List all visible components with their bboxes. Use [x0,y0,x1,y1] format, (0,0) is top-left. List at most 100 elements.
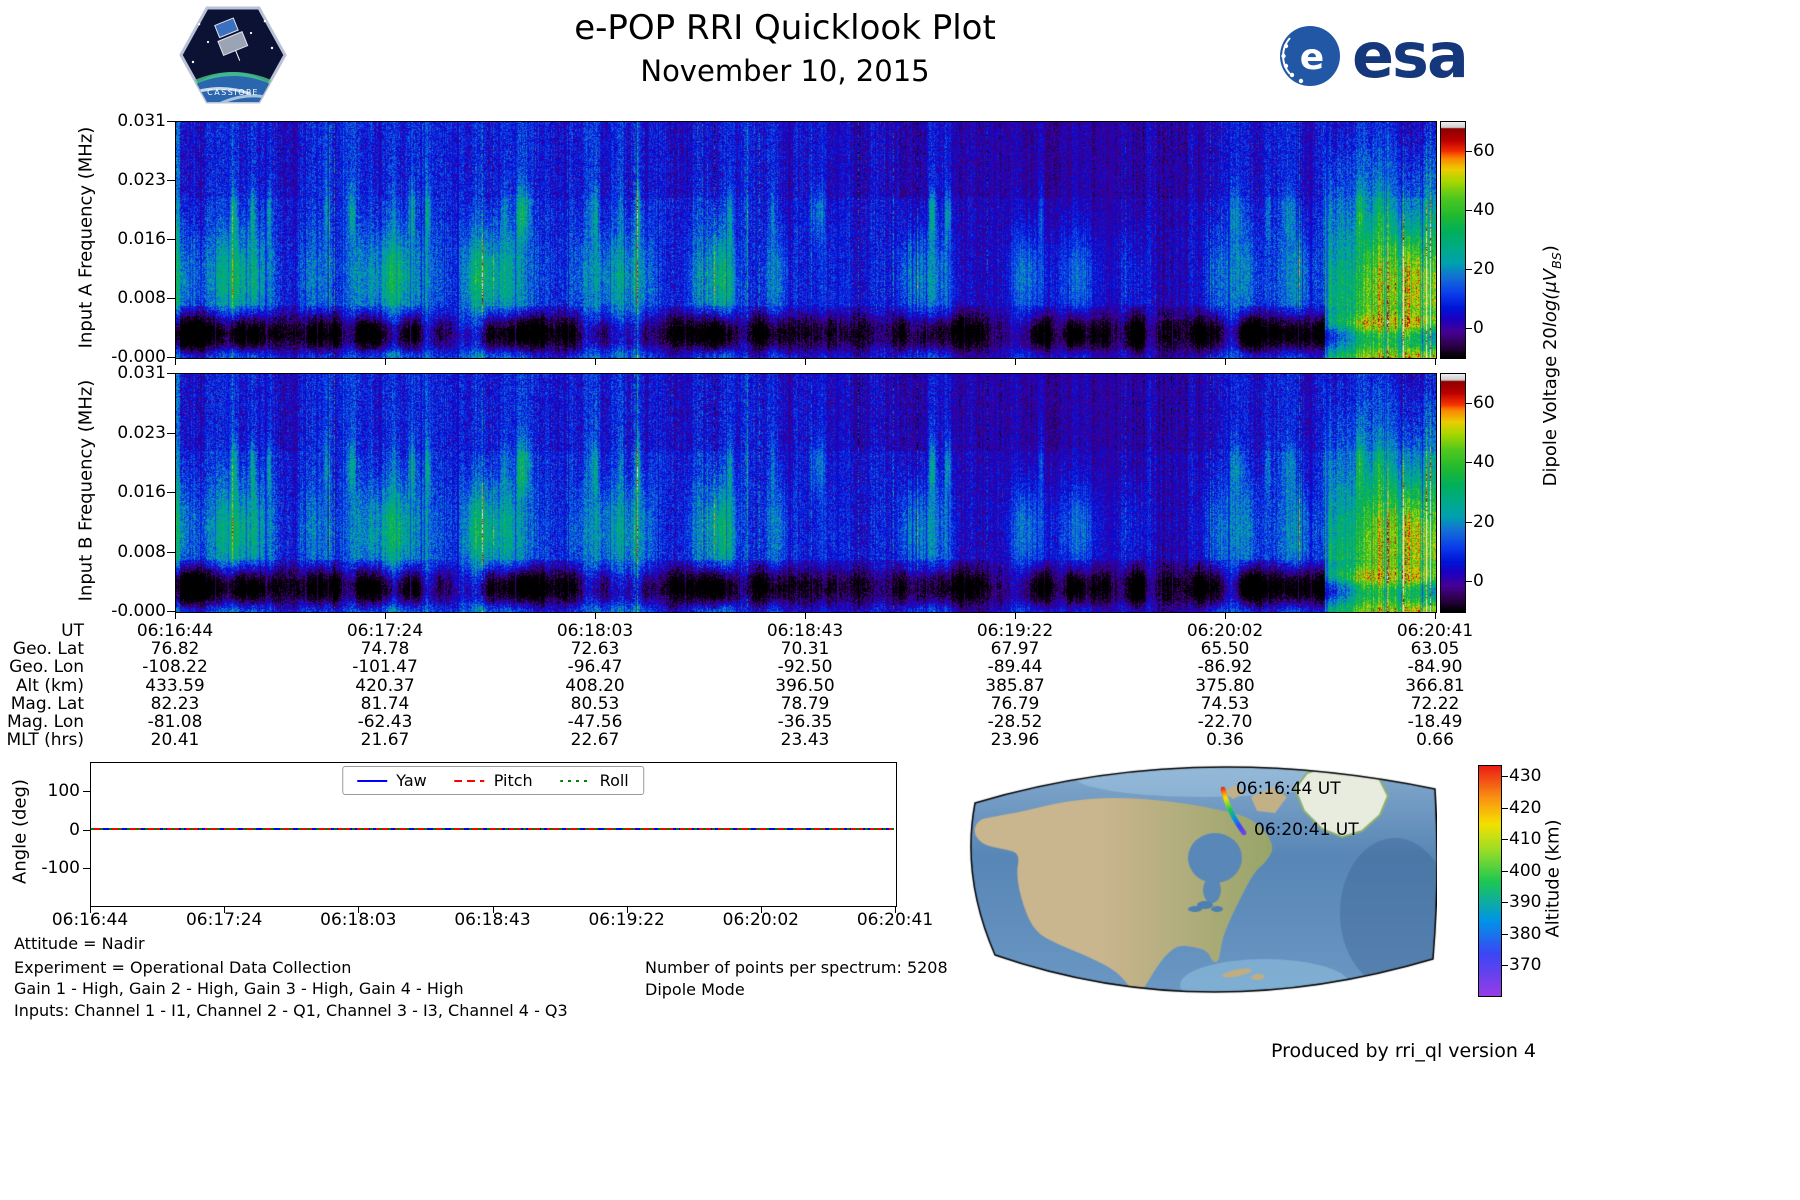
ephemeris-row-label: Mag. Lat [10,693,84,714]
time-tick-mark [1015,359,1016,365]
input-a-spectrogram-canvas [175,121,1437,359]
ephemeris-value: 82.23 [150,693,200,714]
input-b-spectrogram-canvas [175,373,1437,613]
ephemeris-value: 76.79 [990,693,1040,714]
ephemeris-value: -47.56 [567,712,623,732]
ephemeris-value: 67.97 [990,639,1040,660]
angle-ytick-label: 0 [69,819,80,840]
colorbar-tick-mark [1466,209,1472,211]
ephemeris-value: 20.41 [150,730,200,751]
ephemeris-value: 74.78 [360,639,410,660]
colorbar-tick-mark [1466,327,1472,329]
colorbar-label-subscript: BS [1548,252,1564,269]
inputs-note: Inputs: Channel 1 - I1, Channel 2 - Q1, … [14,1001,568,1020]
angle-xtick-mark [358,906,360,913]
time-tick-mark [1015,613,1016,619]
ephemeris-value: -84.90 [1407,657,1463,678]
altitude-tick-label: 410 [1509,829,1542,850]
legend-line-sample [454,779,485,782]
experiment-note: Experiment = Operational Data Collection [14,958,352,977]
ephemeris-value: -28.52 [987,712,1043,732]
track-end-label: 06:20:41 UT [1254,820,1359,840]
legend-item-roll: Roll [560,771,629,790]
ephemeris-value: -96.47 [567,657,623,678]
time-tick-mark [1225,613,1226,619]
ephemeris-value: 0.36 [1206,730,1244,751]
angle-xtick-mark [90,906,91,913]
colorbar-tick-mark [1466,268,1472,270]
freq-tick-mark [167,121,175,122]
ephemeris-value: 76.82 [150,639,200,660]
ephemeris-value: 81.74 [360,693,410,714]
ephemeris-value: 366.81 [1405,675,1465,696]
angle-ytick-mark [83,791,90,792]
esa-emblem-icon: e [1280,26,1340,86]
time-tick-mark [805,613,806,619]
freq-tick-mark [167,298,175,299]
legend-line-sample [560,779,591,782]
time-tick-mark [595,613,596,619]
altitude-tick-mark [1502,839,1508,841]
angle-ytick-mark [83,868,90,869]
colorbar-tick-label: 60 [1473,140,1495,161]
colorbar-tick-mark [1466,402,1472,404]
ephemeris-value: 06:16:44 [136,621,214,641]
mode-note: Dipole Mode [645,980,745,999]
legend-item-yaw: Yaw [357,771,427,790]
colorbar-label-log: log [1540,299,1562,328]
ephemeris-value: 06:19:22 [976,621,1054,641]
legend-label: Roll [599,771,629,790]
colorbar-tick-label: 40 [1473,452,1495,473]
freq-tick-label: 0.016 [117,482,166,502]
freq-tick-label: 0.016 [117,229,166,249]
patch-satellite-icon [214,17,249,61]
ephemeris-value: 396.50 [775,675,835,696]
ephemeris-value: 375.80 [1195,675,1255,696]
ephemeris-value: -92.50 [777,657,833,678]
ground-track-map [965,763,1437,997]
colorbar-tick-mark [1466,462,1472,464]
ephemeris-value: 433.59 [145,675,205,696]
colorbar-tick-mark [1466,581,1472,583]
ephemeris-value: 420.37 [355,675,415,696]
angle-xtick-mark [492,906,494,913]
altitude-colorbar [1478,765,1502,997]
freq-tick-mark [167,551,175,553]
ephemeris-value: 06:20:02 [1186,621,1264,641]
esa-wordmark: esa [1352,19,1469,92]
ephemeris-value: 385.87 [985,675,1045,696]
ephemeris-value: 06:18:03 [556,621,634,641]
colorbar-tick-mark [1466,521,1472,523]
ephemeris-value: 0.66 [1416,730,1454,751]
colorbar-tick-label: 0 [1473,317,1484,338]
time-tick-mark [1435,359,1436,365]
angle-xtick-mark [760,906,762,913]
colorbar-tick-label: 60 [1473,392,1495,413]
roll-line [91,828,894,830]
freq-tick-label: 0.031 [117,111,166,131]
colorbar-tick-label: 0 [1473,571,1484,592]
ephemeris-value: -81.08 [147,712,203,732]
altitude-tick-mark [1502,870,1508,872]
colorbar-label-close: ) [1540,245,1562,253]
legend-line-sample [357,779,388,782]
freq-tick-mark [167,357,175,358]
freq-tick-label: 0.008 [117,541,166,562]
freq-tick-label: -0.000 [111,347,166,367]
freq-tick-label: 0.023 [117,422,166,443]
ephemeris-value: 22.67 [570,730,620,751]
altitude-tick-label: 380 [1509,923,1542,944]
ephemeris-value: 72.22 [1410,693,1460,714]
legend-label: Yaw [396,771,427,790]
time-tick-mark [385,613,386,619]
altitude-tick-mark [1502,807,1508,809]
points-note: Number of points per spectrum: 5208 [645,958,948,977]
track-start-label: 06:16:44 UT [1236,779,1341,799]
altitude-tick-label: 370 [1509,955,1542,976]
angle-xtick-label: 06:18:03 [320,910,397,930]
colorbar-label-prefix: Dipole Voltage 20 [1540,327,1562,487]
angle-xtick-label: 06:16:44 [51,910,129,930]
colorbar-tick-mark [1466,150,1472,152]
altitude-tick-label: 420 [1509,797,1542,818]
freq-tick-mark [167,373,175,374]
